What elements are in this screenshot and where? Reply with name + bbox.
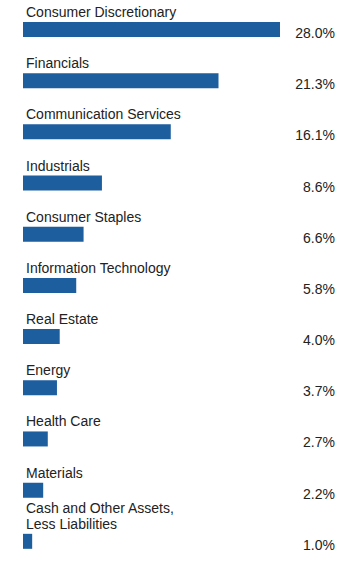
svg-text:Cash and Other Assets,: Cash and Other Assets, <box>26 500 174 516</box>
svg-text:2.2%: 2.2% <box>303 486 335 502</box>
svg-text:Energy: Energy <box>26 362 70 378</box>
svg-text:5.8%: 5.8% <box>303 281 335 297</box>
svg-text:2.7%: 2.7% <box>303 434 335 450</box>
svg-text:Materials: Materials <box>26 465 83 481</box>
svg-text:Industrials: Industrials <box>26 158 90 174</box>
svg-text:Communication Services: Communication Services <box>26 106 181 122</box>
svg-text:8.6%: 8.6% <box>303 179 335 195</box>
svg-text:3.7%: 3.7% <box>303 383 335 399</box>
svg-text:Real Estate: Real Estate <box>26 311 99 327</box>
svg-text:Information Technology: Information Technology <box>26 260 171 276</box>
svg-text:Consumer Staples: Consumer Staples <box>26 209 141 225</box>
svg-text:Financials: Financials <box>26 55 89 71</box>
svg-text:Less Liabilities: Less Liabilities <box>26 516 117 532</box>
svg-text:4.0%: 4.0% <box>303 332 335 348</box>
svg-text:6.6%: 6.6% <box>303 230 335 246</box>
svg-text:16.1%: 16.1% <box>295 127 335 143</box>
svg-text:21.3%: 21.3% <box>295 76 335 92</box>
svg-text:1.0%: 1.0% <box>303 537 335 553</box>
svg-text:28.0%: 28.0% <box>295 25 335 41</box>
svg-text:Consumer Discretionary: Consumer Discretionary <box>26 4 176 20</box>
svg-text:Health Care: Health Care <box>26 413 101 429</box>
